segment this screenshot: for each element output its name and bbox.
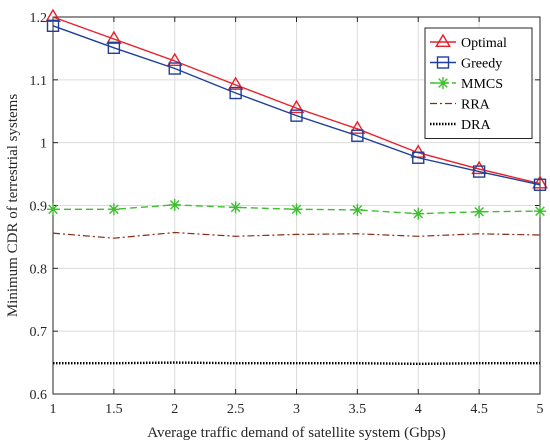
legend-marker: [435, 33, 451, 48]
data-point-greedy: [412, 151, 425, 164]
series-line-greedy: [52, 25, 541, 186]
series-optimal: [45, 8, 548, 189]
data-point-optimal: [166, 52, 183, 67]
x-tick-label: 2.5: [227, 402, 245, 417]
data-point-optimal: [288, 99, 305, 114]
data-point-mmcs: [107, 203, 120, 216]
y-tick-label: 0.8: [30, 262, 48, 277]
data-point-greedy: [168, 62, 181, 75]
legend-item-dra: DRA: [430, 118, 491, 133]
legend-label: Greedy: [461, 57, 502, 72]
data-point-optimal: [471, 160, 487, 175]
data-point-greedy: [229, 86, 242, 100]
series-line-rra: [52, 231, 541, 239]
legend-label: RRA: [461, 98, 491, 113]
data-point-optimal: [45, 8, 61, 23]
legend-marker: [437, 77, 449, 89]
axis-ticks: 1 1.5 2 2.5 3 3.5 4 4.5 5 0.6 0.7 0.8 0.9 1 1.1 1.2: [30, 11, 544, 417]
data-point-mmcs: [229, 201, 242, 214]
y-tick-label: 1.2: [30, 11, 48, 26]
legend-item-rra: RRA: [430, 98, 491, 113]
data-point-greedy: [533, 178, 547, 191]
x-tick-label: 1.5: [105, 402, 123, 417]
data-point-optimal: [227, 76, 244, 90]
legend-item-greedy: Greedy: [430, 56, 502, 72]
y-tick-label: 0.9: [30, 200, 48, 215]
legend-label: DRA: [461, 118, 491, 133]
data-point-optimal: [106, 30, 122, 45]
series-line-optimal: [52, 16, 541, 185]
x-tick-label: 3: [293, 402, 300, 417]
x-tick-label: 3.5: [349, 402, 367, 417]
data-point-mmcs: [47, 203, 59, 216]
x-tick-label: 2: [171, 402, 178, 417]
data-point-greedy: [351, 129, 364, 142]
data-point-optimal: [349, 120, 366, 134]
data-point-mmcs: [534, 205, 546, 218]
x-axis-label: Average traffic demand of satellite syst…: [147, 425, 446, 441]
data-point-mmcs: [168, 198, 181, 211]
legend: Optimal Greedy MMCS RRA DRA: [424, 27, 533, 139]
x-tick-label: 1: [50, 402, 57, 417]
y-tick-label: 1.1: [30, 74, 48, 89]
x-tick-label: 4.5: [470, 402, 488, 417]
series-greedy: [46, 19, 547, 191]
y-axis-label: Minimum CDR of terrestrial systems: [5, 94, 21, 317]
series-mmcs: [47, 198, 546, 220]
x-tick-label: 4: [415, 402, 422, 417]
legend-item-mmcs: MMCS: [430, 77, 503, 92]
data-point-greedy: [46, 19, 60, 32]
y-tick-label: 1: [40, 137, 47, 152]
legend-label: MMCS: [461, 77, 503, 92]
data-point-mmcs: [290, 203, 303, 216]
series-line-dra: [53, 361, 540, 366]
series-dra: [53, 361, 540, 366]
data-point-greedy: [107, 41, 121, 54]
data-point-greedy: [472, 165, 486, 178]
x-tick-label: 5: [537, 402, 544, 417]
legend-label: Optimal: [461, 36, 507, 51]
legend-marker: [436, 56, 450, 69]
series-lines: [45, 8, 548, 366]
data-point-mmcs: [412, 207, 425, 220]
data-point-greedy: [290, 109, 303, 122]
data-point-optimal: [532, 175, 548, 189]
y-tick-label: 0.6: [30, 388, 48, 403]
data-point-mmcs: [473, 205, 486, 218]
data-point-mmcs: [351, 203, 364, 216]
legend-item-optimal: Optimal: [430, 33, 507, 51]
series-rra: [52, 231, 541, 239]
y-tick-label: 0.7: [30, 325, 48, 340]
